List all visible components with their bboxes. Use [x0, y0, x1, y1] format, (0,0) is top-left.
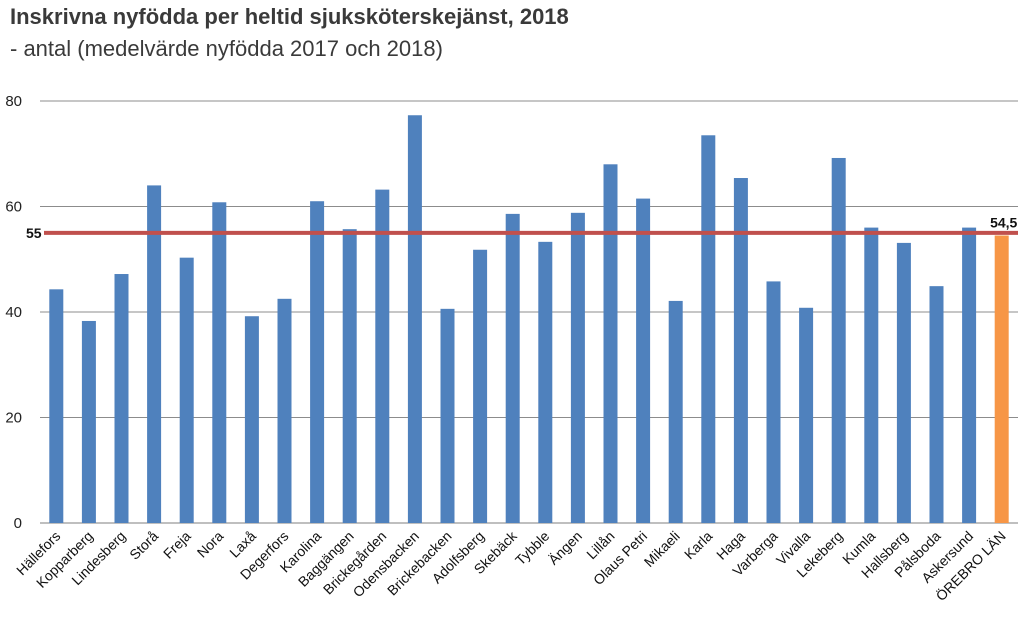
bar — [310, 201, 325, 523]
bar — [962, 227, 977, 523]
bar — [473, 249, 488, 523]
bar — [147, 185, 162, 523]
chart-subtitle: - antal (medelvärde nyfödda 2017 och 201… — [10, 36, 443, 61]
y-tick-label: 60 — [5, 199, 22, 216]
y-tick-label: 80 — [5, 93, 22, 110]
bar — [733, 178, 748, 523]
bar — [603, 164, 618, 524]
x-tick-label: Ängen — [545, 528, 585, 568]
bar — [49, 289, 64, 523]
bar — [766, 281, 781, 523]
bar — [896, 242, 911, 523]
bar — [636, 198, 651, 523]
x-tick-label: Karla — [681, 528, 716, 563]
bar — [375, 189, 390, 523]
bar — [929, 286, 944, 523]
x-tick-label: Nora — [194, 528, 227, 561]
bar — [831, 157, 846, 523]
bar — [668, 300, 683, 523]
bar — [244, 316, 259, 523]
bar — [799, 307, 814, 523]
y-tick-label: 20 — [5, 410, 22, 427]
reference-line-label: 55 — [26, 225, 42, 241]
x-tick-label: Mikaeli — [641, 528, 683, 570]
bar — [407, 115, 422, 524]
bar — [538, 241, 553, 523]
highlight-data-label: 54,5 — [990, 215, 1017, 231]
x-tick-label: Storå — [126, 528, 161, 563]
bar — [81, 320, 96, 523]
bar — [114, 274, 129, 523]
bar — [179, 257, 194, 523]
bar — [212, 202, 227, 523]
bar — [701, 135, 716, 523]
bar — [440, 308, 455, 523]
chart-title: Inskrivna nyfödda per heltid sjuksköters… — [10, 4, 569, 29]
bar — [277, 298, 292, 523]
bar-highlight — [994, 235, 1009, 523]
bar — [505, 213, 520, 523]
x-tick-label: Freja — [160, 528, 194, 562]
bar — [570, 212, 585, 523]
y-tick-label: 0 — [14, 515, 22, 532]
x-tick-label: Tybble — [512, 528, 553, 569]
bar — [864, 227, 879, 523]
bar — [342, 229, 357, 523]
y-tick-label: 40 — [5, 304, 22, 321]
